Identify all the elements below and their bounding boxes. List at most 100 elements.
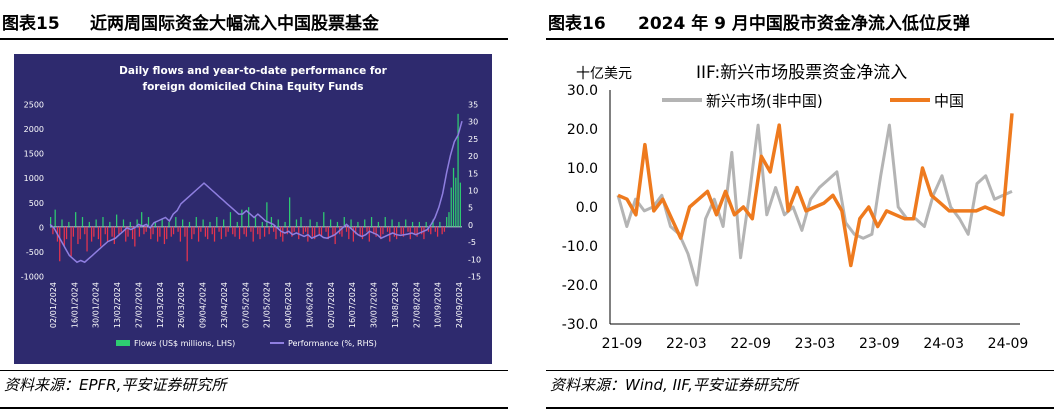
flow-bar (421, 226, 423, 235)
flow-bar (327, 226, 329, 240)
y-tick-label: 10.0 (567, 161, 598, 177)
flow-bar (106, 226, 109, 242)
flow-bar (243, 226, 245, 235)
flow-bar (95, 219, 97, 227)
x-tick-label: 10/09/2024 (434, 282, 443, 328)
x-tick-label: 02/01/2024 (49, 282, 58, 328)
flow-bar (418, 221, 421, 227)
flow-bar (207, 226, 209, 240)
x-tick-label: 27/08/2024 (412, 282, 421, 328)
figure-16-header: 图表16 2024 年 9 月中国股市资金净流入低位反弹 (546, 0, 1054, 40)
flow-bar (131, 226, 134, 240)
flow-bar (320, 226, 323, 237)
flow-bar (336, 221, 339, 227)
flow-bar (227, 226, 229, 232)
flow-bar (332, 226, 334, 237)
flow-bar (384, 217, 386, 227)
em-ex-china-line (616, 123, 1013, 287)
flow-bar (186, 226, 188, 262)
flow-bar (63, 226, 65, 247)
x-tick-label: 23-09 (859, 336, 900, 352)
china-legend-label: 中国 (934, 92, 964, 110)
flow-bar (295, 219, 298, 227)
flow-bar (209, 221, 211, 227)
flow-bar (166, 226, 168, 240)
x-tick-label: 30/01/2024 (92, 282, 101, 328)
figure-15-number: 图表15 (2, 14, 60, 34)
y-axis-unit-label: 十亿美元 (576, 66, 632, 82)
y-tick-label: -30.0 (562, 317, 598, 333)
x-tick-label: 23/04/2024 (220, 282, 229, 328)
flow-bar (350, 219, 352, 227)
flow-bar (359, 226, 361, 237)
x-tick-label: 24/09/2024 (455, 282, 464, 328)
flow-bar (357, 221, 359, 227)
flow-bar (398, 221, 400, 227)
flow-bar (163, 226, 166, 245)
flow-bar (348, 226, 350, 240)
right-y-tick-label: -10 (468, 255, 481, 264)
right-y-tick-label: 20 (468, 152, 478, 161)
flow-bar (118, 226, 120, 235)
flow-bar (257, 226, 259, 235)
flow-bar (222, 219, 225, 227)
performance-line (49, 120, 463, 264)
y-tick-label: -10.0 (562, 239, 598, 255)
flow-bar (263, 226, 266, 237)
x-tick-label: 24-09 (988, 336, 1029, 352)
figure-15-title: 近两周国际资金大幅流入中国股票基金 (90, 14, 379, 34)
right-y-tick-label: 5 (468, 204, 473, 213)
flow-bar (427, 226, 430, 232)
right-y-tick-label: 15 (468, 169, 478, 178)
figure-15-source: 资料来源：EPFR,平安证券研究所 (0, 370, 508, 409)
x-tick-label: 07/05/2024 (241, 282, 250, 328)
flow-bar (250, 226, 252, 232)
flow-bar (109, 221, 111, 227)
flow-bar (298, 226, 300, 240)
flow-bar (375, 226, 377, 237)
iif-flows-chart: 十亿美元 IIF:新兴市场股票资金净流入 30.0 20.0 10.0 0.0 -10.0 -… (562, 63, 1029, 352)
flow-bar (90, 226, 93, 242)
flow-bar (116, 214, 118, 227)
flow-bar (97, 226, 100, 240)
flow-bar (238, 226, 241, 240)
x-tick-label: 30/07/2024 (370, 282, 379, 328)
flow-bar (293, 226, 295, 232)
left-y-tick-label: -500 (26, 248, 44, 257)
flow-bar (202, 219, 204, 227)
flow-bar (302, 226, 304, 235)
flow-bar (373, 226, 375, 235)
left-y-tick-label: 2500 (24, 101, 44, 110)
flow-bar (59, 226, 61, 262)
flow-bar (368, 226, 370, 242)
flow-bar (113, 226, 115, 245)
flow-bar (261, 221, 263, 227)
flow-bar (386, 226, 389, 232)
flow-bar (300, 217, 302, 227)
flow-bar (143, 226, 145, 235)
x-tick-label: 24-03 (923, 336, 964, 352)
flow-bar (289, 197, 291, 227)
flow-bar (325, 226, 327, 232)
flow-bar (93, 226, 95, 237)
flow-bar (54, 209, 56, 227)
right-y-tick-label: 30 (468, 118, 478, 127)
flow-bar (182, 219, 184, 227)
flow-bar (65, 226, 68, 240)
flow-bar (364, 219, 366, 227)
x-tick-label: 21/05/2024 (263, 282, 272, 328)
flow-bar (436, 226, 439, 237)
flow-bar (86, 226, 88, 252)
flow-bar (193, 226, 195, 235)
flow-bar (395, 226, 398, 240)
flow-bar (72, 226, 75, 237)
flow-bar (414, 226, 416, 235)
flow-bar (341, 226, 343, 237)
flow-bar (138, 226, 141, 237)
flow-bar (50, 217, 52, 227)
flow-bar (345, 226, 348, 232)
x-tick-label: 04/06/2024 (284, 282, 293, 328)
x-tick-label: 13/02/2024 (113, 282, 122, 328)
left-y-tick-label: 2000 (24, 125, 44, 134)
em-ex-china-legend-label: 新兴市场(非中国) (706, 92, 823, 110)
